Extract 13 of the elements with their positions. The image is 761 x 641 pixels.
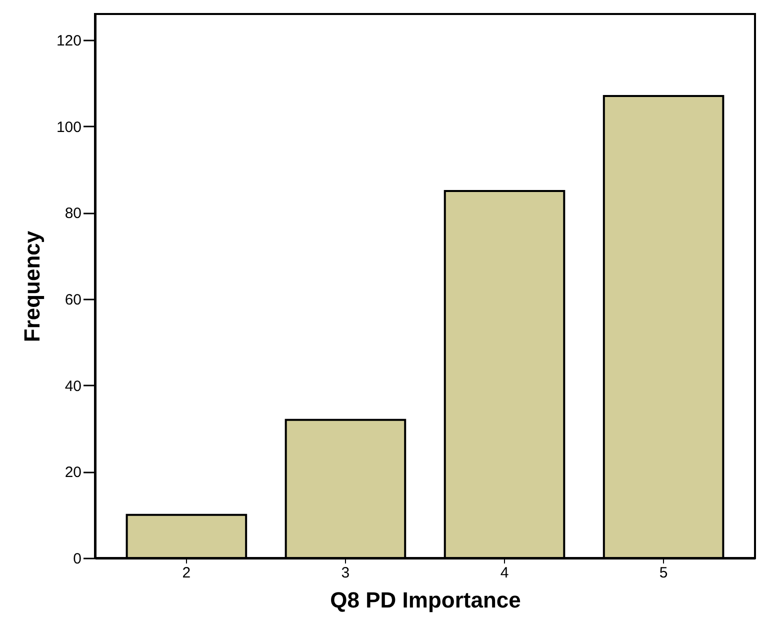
y-tick-label: 40	[64, 378, 82, 395]
y-tick-label: 80	[64, 205, 82, 222]
x-axis-title: Q8 PD Importance	[330, 588, 521, 612]
x-tick-label: 3	[341, 564, 350, 582]
y-tick-label: 100	[56, 118, 82, 136]
y-tick-label: 120	[56, 32, 82, 50]
x-tick-label: 2	[182, 564, 191, 582]
y-tick-label: 0	[73, 550, 82, 568]
x-tick-label: 5	[659, 564, 668, 582]
y-tick-label: 20	[64, 464, 82, 482]
y-axis-title: Frequency	[19, 230, 44, 342]
x-tick-label: 4	[500, 564, 509, 582]
y-tick-label: 60	[64, 291, 82, 308]
